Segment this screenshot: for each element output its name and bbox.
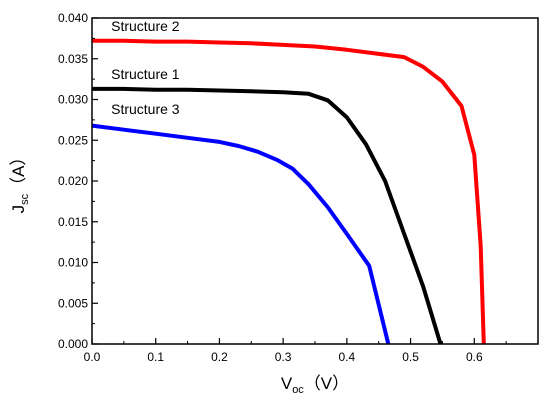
y-tick-label: 0.015 — [58, 215, 88, 229]
x-tick-label: 0.3 — [275, 350, 292, 364]
x-tick-label: 0.0 — [84, 350, 101, 364]
x-tick-label: 0.1 — [147, 350, 164, 364]
x-tick-label: 0.2 — [211, 350, 228, 364]
x-tick-label: 0.6 — [466, 350, 483, 364]
x-axis-title-sub: oc — [292, 384, 304, 396]
y-tick-label: 0.025 — [58, 133, 88, 147]
x-tick-label: 0.5 — [402, 350, 419, 364]
y-tick-label: 0.000 — [58, 337, 88, 351]
y-axis: 0.000 0.005 0.010 0.015 0.020 0.025 0.030 0.035… — [58, 11, 98, 351]
series-line-3 — [91, 123, 391, 345]
series-label: Structure 3 — [111, 101, 180, 117]
series-line-1 — [92, 38, 486, 345]
series-line-2 — [92, 86, 443, 345]
series-labels: Structure 2 Structure 1 Structure 3 — [111, 18, 180, 117]
y-axis-title-unit: （A） — [9, 149, 28, 194]
y-tick-label: 0.035 — [58, 52, 88, 66]
y-axis-title-main: J — [9, 205, 28, 214]
x-axis-title: Voc（V） — [281, 374, 349, 396]
y-tick-label: 0.010 — [58, 256, 88, 270]
y-axis-title: Jsc（A） — [9, 149, 31, 214]
y-tick-label: 0.040 — [58, 11, 88, 25]
y-tick-label: 0.005 — [58, 296, 88, 310]
y-axis-title-sub: sc — [19, 193, 31, 205]
x-axis: 0.0 0.1 0.2 0.3 0.4 0.5 0.6 — [84, 338, 507, 364]
x-axis-title-unit: （V） — [304, 374, 349, 393]
y-tick-label: 0.030 — [58, 93, 88, 107]
x-tick-label: 0.4 — [339, 350, 356, 364]
x-axis-title-main: V — [281, 374, 293, 393]
series-label: Structure 2 — [111, 18, 180, 34]
series-layer — [91, 38, 486, 345]
y-tick-label: 0.020 — [58, 174, 88, 188]
series-label: Structure 1 — [111, 66, 180, 82]
